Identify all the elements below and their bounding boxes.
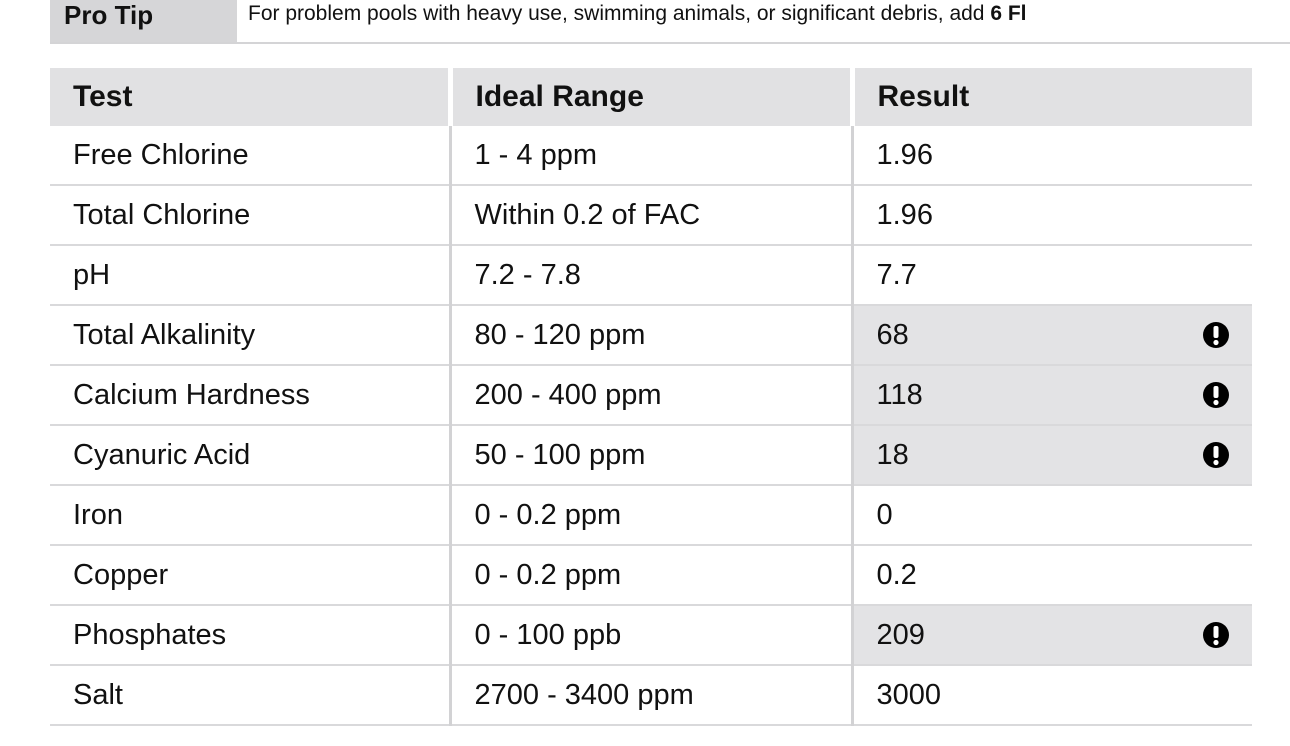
table-cell: 50 - 100 ppm (448, 425, 852, 486)
table-cell: 68 (850, 305, 1252, 366)
table-cell: 80 - 120 ppm (448, 305, 852, 366)
cell-text: 1 - 4 ppm (474, 138, 598, 171)
cell-text: 0 - 0.2 ppm (474, 558, 622, 591)
results-table: Test Ideal Range Result Free Chlorine 1 - 4… (50, 68, 1252, 726)
warning-icon (1203, 382, 1229, 408)
table-cell: Total Alkalinity (50, 305, 450, 366)
cell-text: Iron (73, 498, 123, 531)
table-cell: 0 - 0.2 ppm (448, 545, 852, 606)
table-row: Salt 2700 - 3400 ppm 3000 (50, 665, 1252, 726)
cell-text: Total Chlorine (73, 198, 251, 231)
table-cell: Cyanuric Acid (50, 425, 450, 486)
table-row: Phosphates 0 - 100 ppb 209 (50, 605, 1252, 666)
cell-text: Total Alkalinity (73, 318, 256, 351)
cell-text: 7.7 (876, 258, 917, 291)
table-cell: 3000 (850, 665, 1252, 726)
cell-text: 209 (876, 618, 925, 651)
tip-text: For problem pools with heavy use, swimmi… (248, 2, 985, 25)
pro-tip-text: For problem pools with heavy use, swimmi… (248, 0, 1027, 28)
table-row: Free Chlorine 1 - 4 ppm 1.96 (50, 126, 1252, 186)
table-cell: 2700 - 3400 ppm (448, 665, 852, 726)
table-row: Total Chlorine Within 0.2 of FAC 1.96 (50, 185, 1252, 246)
cell-text: 0 - 0.2 ppm (474, 498, 622, 531)
table-cell: Within 0.2 of FAC (448, 185, 852, 246)
table-cell: Iron (50, 485, 450, 546)
cell-text: 50 - 100 ppm (474, 438, 646, 471)
table-row: Copper 0 - 0.2 ppm 0.2 (50, 545, 1252, 606)
cell-text: 80 - 120 ppm (474, 318, 646, 351)
table-row: Iron 0 - 0.2 ppm 0 (50, 485, 1252, 546)
table-cell: Free Chlorine (50, 126, 450, 186)
tip-bold: 6 Fl (990, 2, 1027, 25)
cell-text: 68 (876, 318, 909, 351)
warning-icon (1203, 442, 1229, 468)
cell-text: 0 - 100 ppb (474, 618, 622, 651)
header-cell: Result (849, 68, 1252, 126)
cell-text: 0.2 (876, 558, 917, 591)
cell-text: Within 0.2 of FAC (474, 198, 701, 231)
cell-text: 1.96 (876, 198, 933, 231)
table-cell: 0 - 0.2 ppm (448, 485, 852, 546)
table-row: Total Alkalinity 80 - 120 ppm 68 (50, 305, 1252, 366)
table-cell: 1 - 4 ppm (448, 126, 852, 186)
table-cell: Phosphates (50, 605, 450, 666)
table-cell: pH (50, 245, 450, 306)
cell-text: 118 (876, 378, 923, 411)
cell-text: 3000 (876, 678, 942, 711)
header-row: Test Ideal Range Result (50, 68, 1252, 126)
cell-text: 7.2 - 7.8 (474, 258, 581, 291)
table-cell: 118 (850, 365, 1252, 426)
cell-text: Free Chlorine (73, 138, 249, 171)
table-cell: 209 (850, 605, 1252, 666)
table-cell: 7.7 (850, 245, 1252, 306)
cell-text: 0 (876, 498, 893, 531)
table-cell: 200 - 400 ppm (448, 365, 852, 426)
table-row: Calcium Hardness 200 - 400 ppm 118 (50, 365, 1252, 426)
cell-text: Cyanuric Acid (73, 438, 251, 471)
table-cell: Calcium Hardness (50, 365, 450, 426)
cell-text: 18 (876, 438, 909, 471)
table-cell: Salt (50, 665, 450, 726)
header-cell: Ideal Range (447, 68, 855, 126)
table-cell: 0.2 (850, 545, 1252, 606)
table-cell: 7.2 - 7.8 (448, 245, 852, 306)
table-cell: 0 - 100 ppb (448, 605, 852, 666)
table-row: pH 7.2 - 7.8 7.7 (50, 245, 1252, 306)
pro-tip-bar: Pro Tip For problem pools with heavy use… (50, 0, 1290, 44)
cell-text: 2700 - 3400 ppm (474, 678, 694, 711)
cell-text: Salt (73, 678, 123, 711)
cell-text: Copper (73, 558, 169, 591)
table-body: Free Chlorine 1 - 4 ppm 1.96 Total Chlorine… (50, 126, 1252, 726)
warning-icon (1203, 622, 1229, 648)
cell-text: Calcium Hardness (73, 378, 310, 411)
table-cell: Copper (50, 545, 450, 606)
header-cell: Test (50, 68, 453, 126)
table-cell: Total Chlorine (50, 185, 450, 246)
pro-tip-label: Pro Tip (50, 0, 237, 42)
cell-text: 200 - 400 ppm (474, 378, 662, 411)
table-cell: 1.96 (850, 126, 1252, 186)
table-cell: 0 (850, 485, 1252, 546)
cell-text: Phosphates (73, 618, 227, 651)
table-cell: 1.96 (850, 185, 1252, 246)
warning-icon (1203, 322, 1229, 348)
cell-text: pH (73, 258, 111, 291)
table-row: Cyanuric Acid 50 - 100 ppm 18 (50, 425, 1252, 486)
table-cell: 18 (850, 425, 1252, 486)
cell-text: 1.96 (876, 138, 933, 171)
